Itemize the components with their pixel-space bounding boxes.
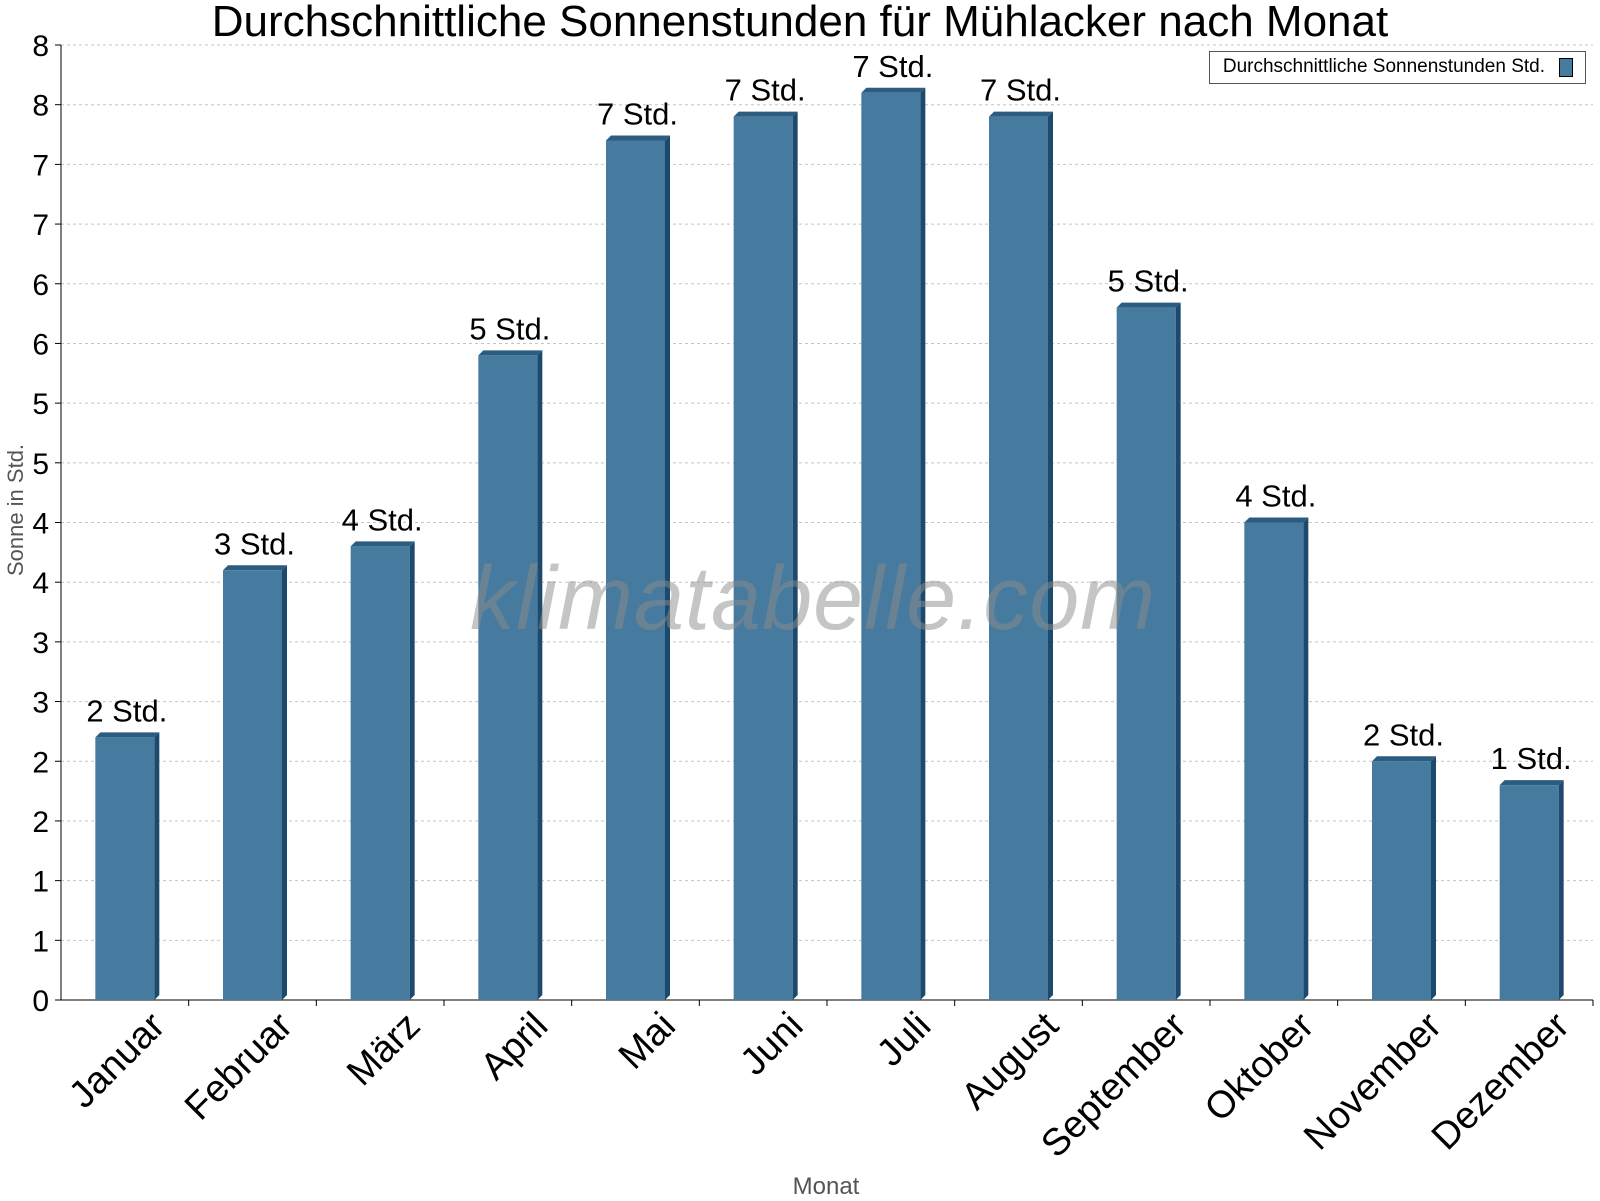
legend: Durchschnittliche Sonnenstunden Std. xyxy=(1208,51,1586,84)
bar xyxy=(350,546,410,1000)
y-tick-label: 7 xyxy=(32,209,49,242)
bar xyxy=(1116,307,1176,1000)
bar xyxy=(733,116,793,1000)
data-label: 4 Std. xyxy=(1235,479,1316,514)
y-tick-label: 1 xyxy=(32,925,49,958)
bar-side xyxy=(1175,302,1181,1000)
data-label: 4 Std. xyxy=(342,502,423,537)
bar xyxy=(478,355,538,1000)
y-tick-label: 6 xyxy=(32,328,49,361)
x-tick-label: Mai xyxy=(611,1005,684,1078)
bar-top xyxy=(478,350,543,356)
x-tick-label: Juni xyxy=(733,1005,812,1084)
bar xyxy=(989,116,1048,1000)
bar-top xyxy=(733,111,798,117)
y-tick-label: 2 xyxy=(32,806,49,839)
y-tick-label: 3 xyxy=(32,687,49,720)
legend-label: Durchschnittliche Sonnenstunden Std. xyxy=(1222,56,1545,77)
y-tick-label: 4 xyxy=(32,567,49,600)
bar-side xyxy=(154,732,160,1000)
y-tick-label: 5 xyxy=(32,388,49,421)
y-tick-label: 7 xyxy=(32,149,49,182)
x-tick-label: April xyxy=(473,1005,556,1088)
bar-top xyxy=(861,87,926,93)
bar-top xyxy=(1244,517,1309,523)
bar-side xyxy=(537,350,543,1000)
y-tick-label: 2 xyxy=(32,746,49,779)
bar-top xyxy=(95,732,160,738)
y-tick-label: 8 xyxy=(32,90,49,123)
y-tick-label: 8 xyxy=(32,30,49,63)
watermark: klimatabelle.com xyxy=(470,549,1157,649)
bar-side xyxy=(920,87,926,1000)
bar-side xyxy=(1558,780,1564,1000)
bar-top xyxy=(350,541,415,547)
chart-title: Durchschnittliche Sonnenstunden für Mühl… xyxy=(211,0,1389,46)
x-tick-label: August xyxy=(954,1004,1068,1118)
bar-top xyxy=(989,111,1053,117)
bar-side xyxy=(792,111,798,1000)
data-label: 7 Std. xyxy=(852,49,933,84)
bar-side xyxy=(1431,756,1436,1000)
data-label: 1 Std. xyxy=(1491,741,1572,776)
x-axis-label: Monat xyxy=(792,1173,860,1200)
bar-top xyxy=(606,135,670,141)
y-tick-label: 5 xyxy=(32,448,49,481)
bar-side xyxy=(1048,111,1053,1000)
legend-swatch xyxy=(1559,57,1573,77)
bar xyxy=(1499,785,1559,1000)
bar-side xyxy=(409,541,415,1000)
x-tick-label: Februar xyxy=(177,1004,301,1128)
bar xyxy=(223,570,282,1000)
y-tick-label: 6 xyxy=(32,269,49,302)
y-axis-label: Sonne in Std. xyxy=(3,443,28,577)
bar-side xyxy=(282,565,287,1000)
x-tick-label: November xyxy=(1296,1004,1450,1158)
x-tick-label: Januar xyxy=(61,1004,173,1116)
bar xyxy=(95,737,155,1000)
bar-top xyxy=(223,565,287,571)
data-label: 2 Std. xyxy=(1363,717,1444,752)
data-label: 7 Std. xyxy=(597,97,678,132)
bar xyxy=(1372,761,1431,1000)
y-tick-label: 0 xyxy=(32,985,49,1018)
bar-side xyxy=(665,135,670,1000)
x-tick-label: März xyxy=(339,1005,428,1094)
bar-side xyxy=(1303,517,1309,1000)
y-tick-label: 4 xyxy=(32,508,49,541)
y-tick-label: 3 xyxy=(32,627,49,660)
bar xyxy=(1244,522,1304,1000)
bar-top xyxy=(1499,780,1564,786)
y-tick-label: 1 xyxy=(32,866,49,899)
bar xyxy=(606,140,665,1000)
data-label: 7 Std. xyxy=(980,73,1061,108)
x-tick-label: Juli xyxy=(869,1005,939,1075)
data-label: 7 Std. xyxy=(725,73,806,108)
data-label: 3 Std. xyxy=(214,526,295,561)
bar xyxy=(861,92,921,1000)
bar-top xyxy=(1372,756,1436,762)
bar-top xyxy=(1116,302,1181,308)
x-tick-label: Dezember xyxy=(1424,1004,1578,1158)
x-tick-label: Oktober xyxy=(1197,1004,1323,1130)
data-label: 5 Std. xyxy=(1108,264,1189,299)
data-label: 5 Std. xyxy=(469,311,550,346)
data-label: 2 Std. xyxy=(86,693,167,728)
